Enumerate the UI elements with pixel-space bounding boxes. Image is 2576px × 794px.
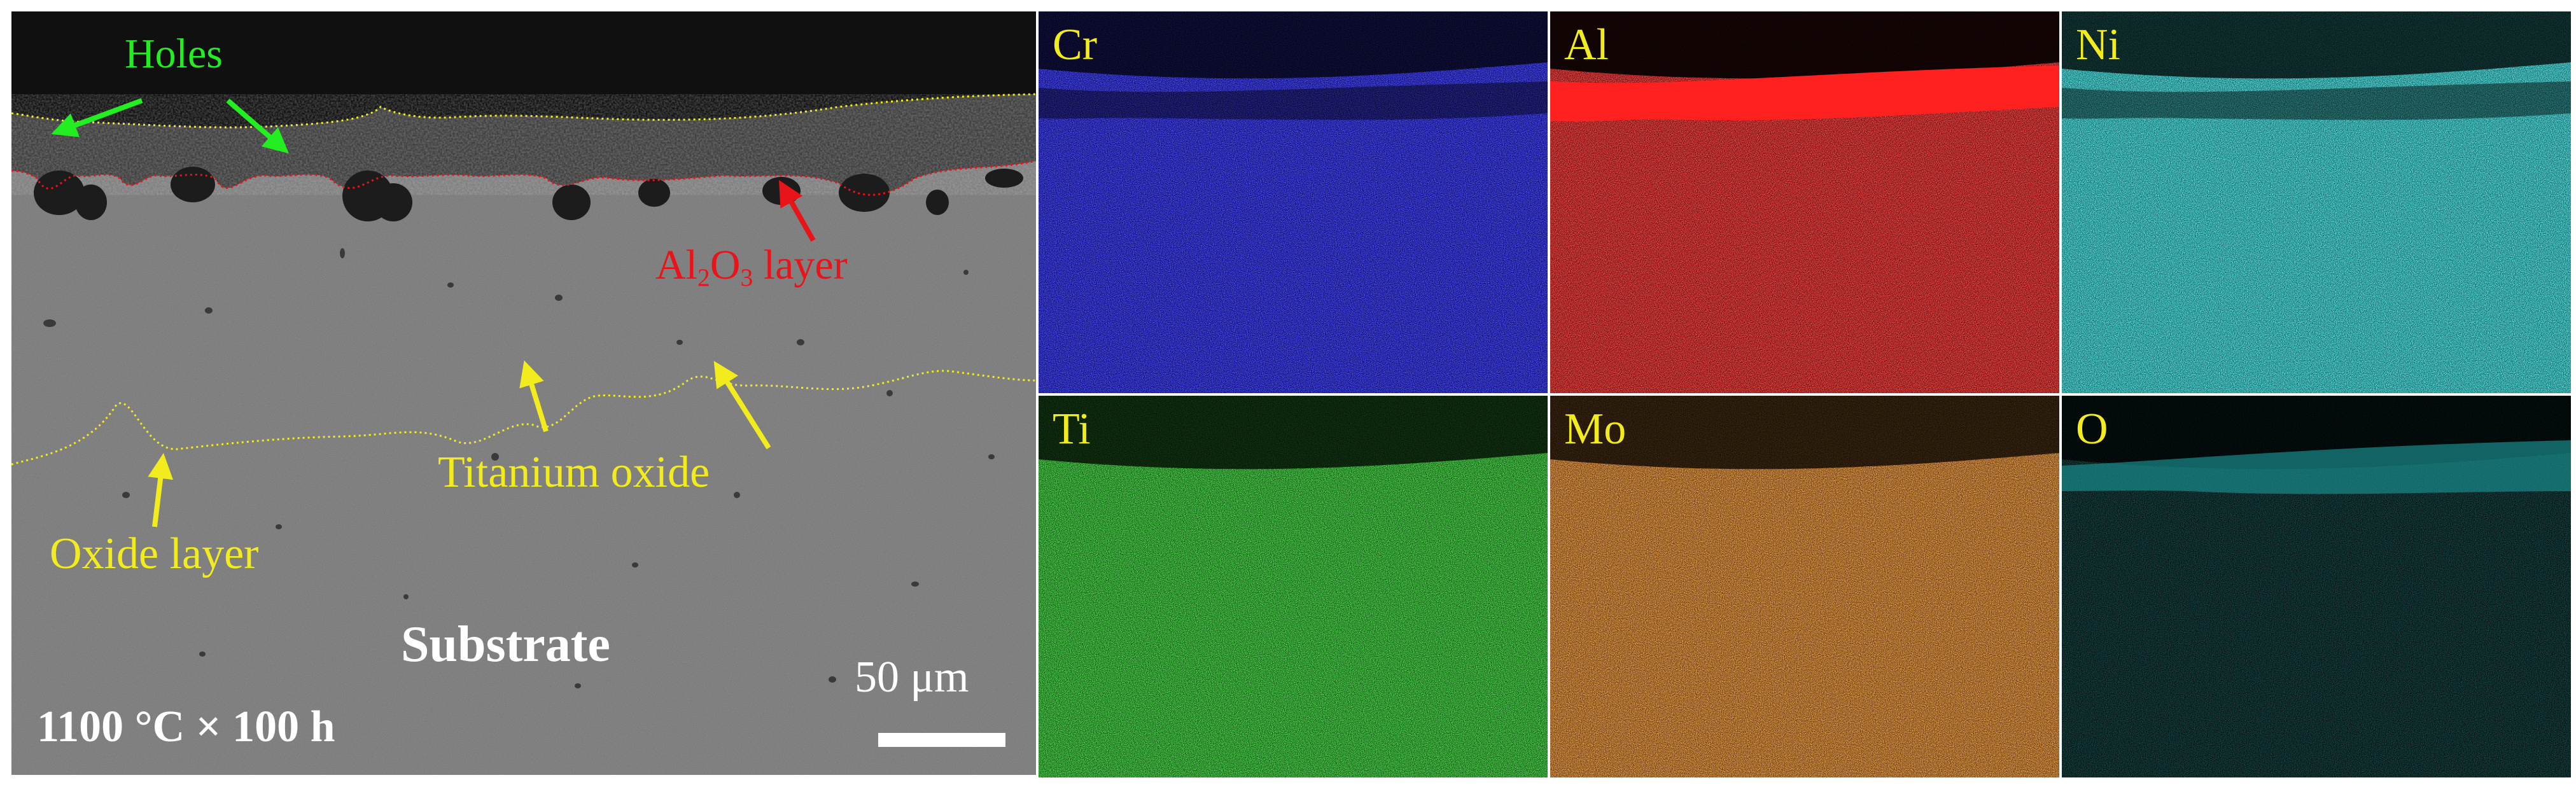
eds-map-al: Al bbox=[1550, 11, 2059, 393]
holes-arrow-left bbox=[51, 98, 143, 137]
al2o3-prefix: Al bbox=[655, 242, 697, 288]
eds-map-image bbox=[1039, 396, 1548, 777]
eds-map-image bbox=[1550, 396, 2059, 777]
holes-arrow-right bbox=[226, 98, 290, 154]
holes-label: Holes bbox=[125, 31, 223, 77]
titanium-oxide-arrow-left bbox=[519, 360, 549, 433]
eds-map-mo: Mo bbox=[1550, 396, 2059, 777]
titanium-oxide-arrow-right bbox=[713, 361, 771, 450]
eds-map-label: Al bbox=[1564, 20, 1609, 69]
al2o3-sub-2: 3 bbox=[740, 263, 753, 292]
eds-map-label: Ti bbox=[1053, 405, 1091, 454]
substrate-label: Substrate bbox=[401, 616, 610, 672]
al2o3-boundary bbox=[11, 160, 1036, 196]
eds-map-ni: Ni bbox=[2062, 11, 2571, 393]
scale-bar bbox=[878, 733, 1005, 747]
sem-image bbox=[11, 11, 1036, 775]
titanium-oxide-label: Titanium oxide bbox=[438, 448, 710, 497]
al2o3-mid: O bbox=[710, 242, 741, 288]
eds-map-image bbox=[2062, 11, 2571, 393]
eds-map-image bbox=[1039, 11, 1548, 393]
eds-map-label: O bbox=[2076, 405, 2108, 454]
al2o3-suffix: layer bbox=[753, 242, 848, 288]
outer-scale-boundary bbox=[11, 93, 1036, 129]
eds-map-label: Cr bbox=[1053, 20, 1097, 69]
al2o3-layer-label: Al2O3 layer bbox=[655, 244, 848, 291]
sem-micrograph: Holes Al2O3 layer Titanium oxide Oxide l… bbox=[11, 11, 1036, 775]
eds-map-image bbox=[2062, 396, 2571, 777]
oxide-layer-arrow bbox=[148, 453, 174, 527]
eds-map-label: Ni bbox=[2076, 20, 2120, 69]
eds-map-label: Mo bbox=[1564, 405, 1627, 454]
eds-map-o: O bbox=[2062, 396, 2571, 777]
al2o3-sub-1: 2 bbox=[697, 263, 710, 292]
internal-oxide-boundary bbox=[11, 370, 1036, 466]
oxide-layer-label: Oxide layer bbox=[50, 529, 259, 578]
eds-map-ti: Ti bbox=[1039, 396, 1548, 777]
eds-map-cr: Cr bbox=[1039, 11, 1548, 393]
eds-map-image bbox=[1550, 11, 2059, 393]
scale-label: 50 μm bbox=[855, 653, 969, 702]
condition-label: 1100 °C × 100 h bbox=[37, 702, 335, 751]
al2o3-arrow bbox=[779, 180, 816, 242]
